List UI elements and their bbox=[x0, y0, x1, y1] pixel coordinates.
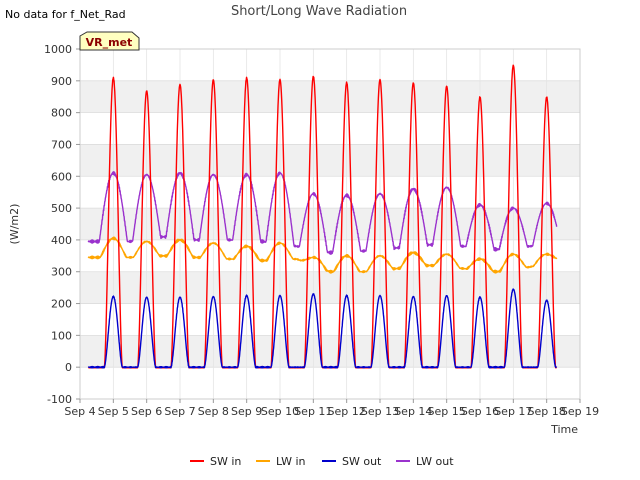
badge-label: VR_met bbox=[86, 36, 133, 49]
x-tick-label: Sep 12 bbox=[328, 405, 366, 418]
badge-shape bbox=[79, 31, 140, 51]
y-tick-label: 400 bbox=[51, 234, 72, 247]
x-tick-label: Sep 16 bbox=[461, 405, 499, 418]
grid-band bbox=[80, 335, 580, 368]
site-badge: VR_met bbox=[79, 31, 140, 51]
grid-band bbox=[80, 144, 580, 177]
y-tick-label: 800 bbox=[51, 107, 72, 120]
grid-band bbox=[80, 80, 580, 113]
series-lines bbox=[87, 64, 558, 369]
x-tick-label: Sep 8 bbox=[198, 405, 229, 418]
x-tick-label: Sep 14 bbox=[394, 405, 432, 418]
legend-label-sw-in: SW in bbox=[210, 455, 241, 468]
legend-label-lw-out: LW out bbox=[416, 455, 454, 468]
y-tick-label: 700 bbox=[51, 138, 72, 151]
y-tick-label: 100 bbox=[51, 329, 72, 342]
no-data-note: No data for f_Net_Rad bbox=[5, 8, 126, 21]
y-tick-label: 300 bbox=[51, 266, 72, 279]
y-tick-label: 0 bbox=[65, 361, 72, 374]
x-tick-label: Sep 6 bbox=[131, 405, 162, 418]
x-tick-label: Sep 9 bbox=[231, 405, 262, 418]
y-tick-label: 600 bbox=[51, 170, 72, 183]
x-tick-label: Sep 15 bbox=[428, 405, 466, 418]
legend-label-sw-out: SW out bbox=[342, 455, 382, 468]
y-tick-label: 1000 bbox=[44, 43, 72, 56]
y-tick-label: 200 bbox=[51, 298, 72, 311]
x-tick-label: Sep 17 bbox=[494, 405, 532, 418]
y-axis-title: (W/m2) bbox=[8, 204, 21, 245]
y-axis-ticks: -100 0 100 200 300 400 500 600 700 800 900 1000 bbox=[44, 43, 80, 406]
y-tick-label: 900 bbox=[51, 75, 72, 88]
grid-band bbox=[80, 271, 580, 304]
x-tick-label: Sep 5 bbox=[98, 405, 129, 418]
x-tick-label: Sep 11 bbox=[294, 405, 332, 418]
chart-title: Short/Long Wave Radiation bbox=[231, 4, 407, 19]
legend-label-lw-in: LW in bbox=[276, 455, 306, 468]
series-line-lw-out bbox=[87, 171, 558, 255]
legend: SW in LW in SW out LW out bbox=[190, 455, 454, 468]
y-tick-label: 500 bbox=[51, 202, 72, 215]
x-tick-label: Sep 18 bbox=[528, 405, 566, 418]
x-axis-title: Time bbox=[550, 423, 578, 436]
plot-frame bbox=[79, 48, 581, 400]
series-line-sw-out bbox=[87, 288, 558, 369]
series-line-lw-in bbox=[87, 236, 558, 274]
plot-background bbox=[80, 49, 580, 399]
x-tick-label: Sep 19 bbox=[561, 405, 599, 418]
x-tick-label: Sep 4 bbox=[64, 405, 95, 418]
x-tick-label: Sep 7 bbox=[164, 405, 195, 418]
grid-band bbox=[80, 208, 580, 240]
y-tick-label: -100 bbox=[47, 393, 72, 406]
x-tick-label: Sep 13 bbox=[361, 405, 399, 418]
x-tick-label: Sep 10 bbox=[261, 405, 299, 418]
